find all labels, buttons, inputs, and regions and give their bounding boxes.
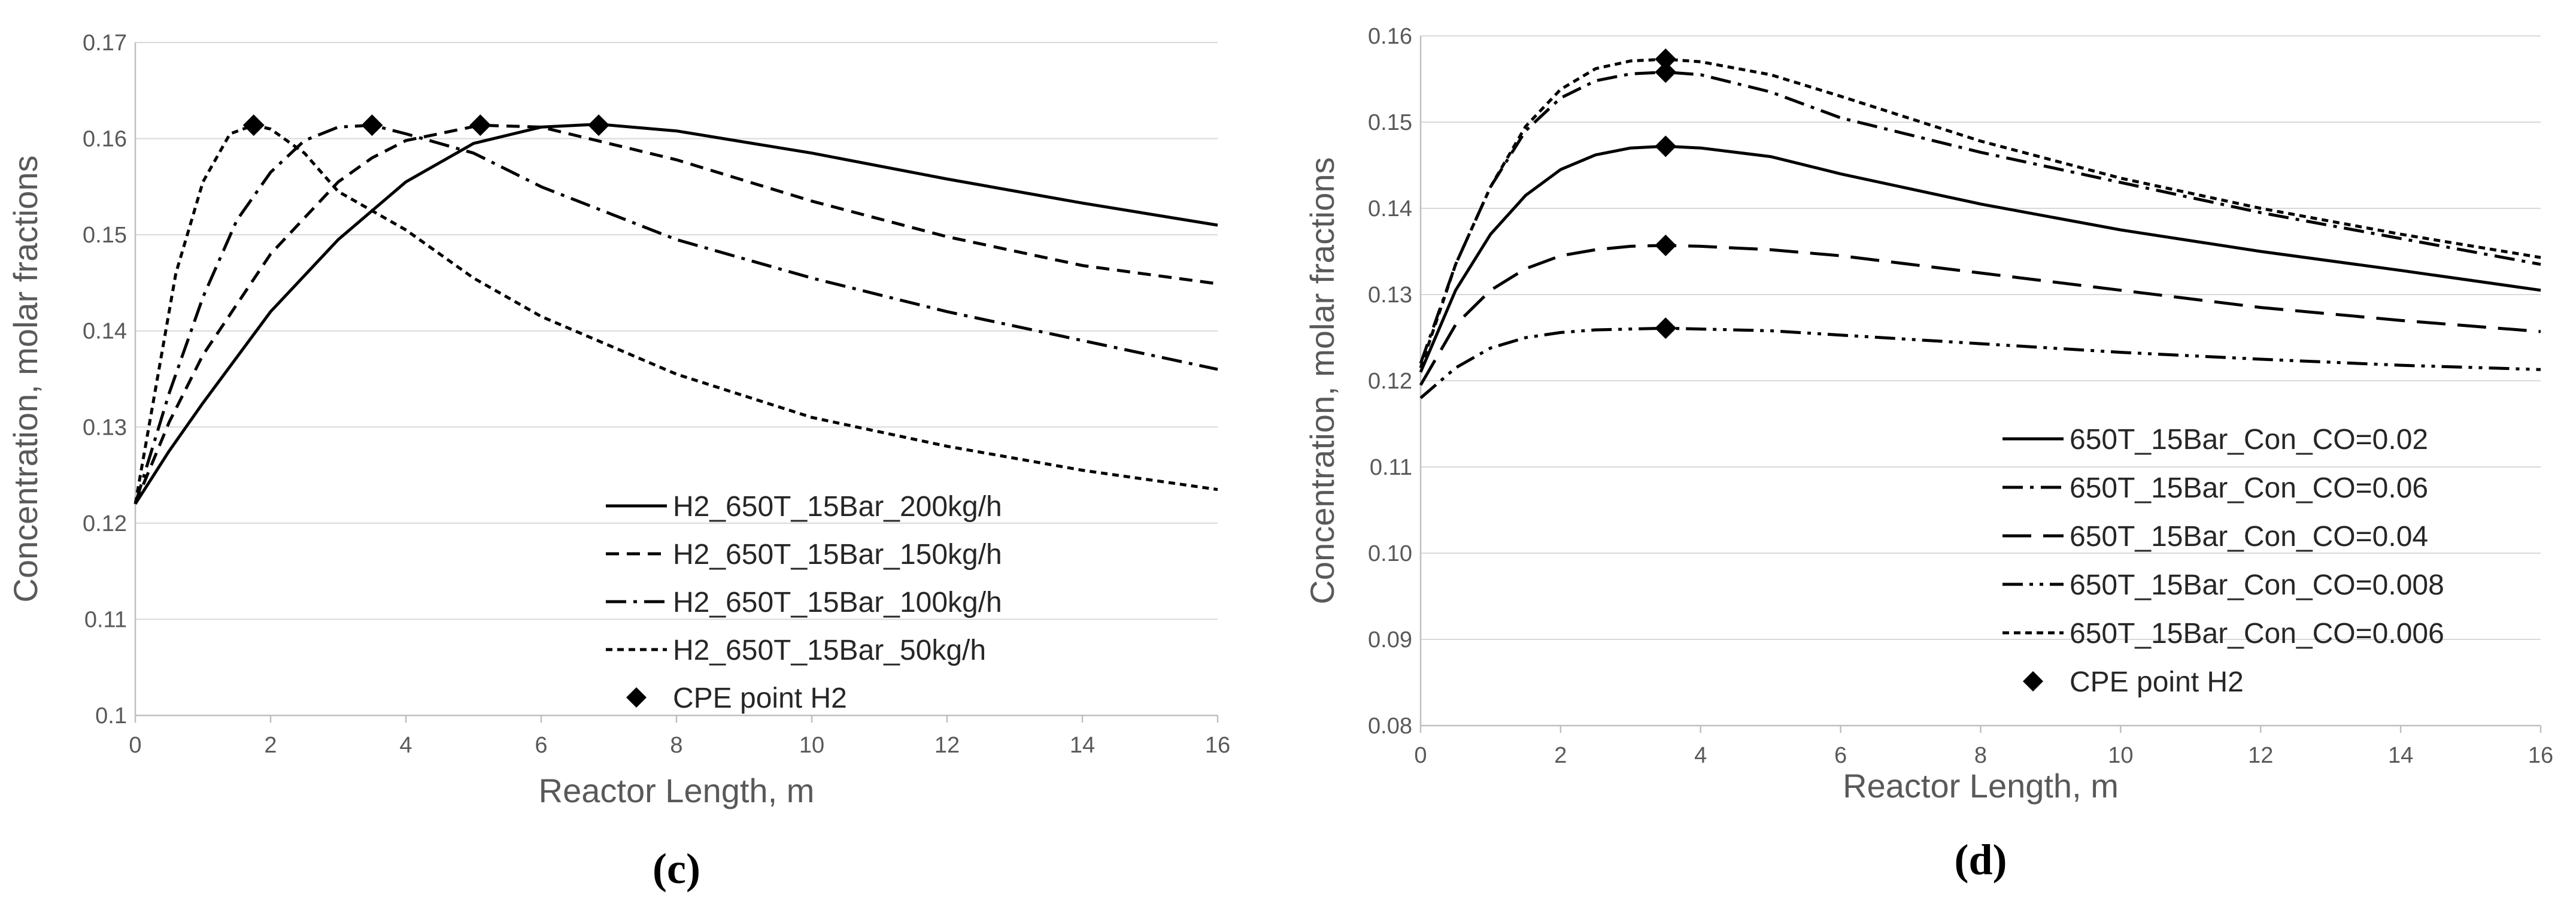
x-tick-label: 4 xyxy=(399,733,412,758)
panel-label: (c) xyxy=(653,845,700,893)
y-tick-label: 0.1 xyxy=(95,703,127,729)
y-axis-title: Concentration, molar fractions xyxy=(7,155,44,602)
cpe-point-marker xyxy=(1655,317,1677,339)
cpe-point-marker xyxy=(242,114,265,136)
x-tick-label: 8 xyxy=(670,733,682,758)
legend-label: 650T_15Bar_Con_CO=0.008 xyxy=(2070,569,2444,601)
x-tick-label: 2 xyxy=(1554,743,1567,768)
cpe-point-marker xyxy=(469,114,491,136)
x-tick-label: 4 xyxy=(1694,743,1707,768)
x-tick-label: 16 xyxy=(1205,733,1230,758)
x-tick-label: 14 xyxy=(2388,743,2413,768)
cpe-point-marker xyxy=(1655,48,1677,70)
series-line xyxy=(1419,244,2541,386)
y-tick-label: 0.13 xyxy=(83,415,127,440)
x-axis-title: Reactor Length, m xyxy=(1843,767,2119,805)
x-tick-label: 8 xyxy=(1974,743,1987,768)
chart-d: 0.08 0.09 0.10 0.11 0.12 0.13 0.14 0.15 0.16 0 2 4 6… xyxy=(1303,24,2553,884)
cpe-point-marker xyxy=(1655,234,1677,256)
legend-label: 650T_15Bar_Con_CO=0.06 xyxy=(2070,472,2428,504)
y-tick-label: 0.13 xyxy=(1368,283,1412,308)
y-tick-label: 0.08 xyxy=(1368,714,1412,739)
legend: H2_650T_15Bar_200kg/h H2_650T_15Bar_150kg… xyxy=(606,491,1002,714)
legend-label: CPE point H2 xyxy=(2070,666,2244,698)
y-tick-label: 0.16 xyxy=(1368,24,1412,49)
y-tick-label: 0.12 xyxy=(83,511,127,536)
legend-label: H2_650T_15Bar_200kg/h xyxy=(673,491,1002,523)
cpe-point-marker xyxy=(1655,135,1677,157)
legend-label: H2_650T_15Bar_100kg/h xyxy=(673,587,1002,618)
y-tick-label: 0.14 xyxy=(1368,196,1412,222)
legend-marker-cpe xyxy=(2023,671,2043,691)
legend-label: 650T_15Bar_Con_CO=0.04 xyxy=(2070,521,2428,553)
y-tick-label: 0.11 xyxy=(84,607,127,632)
x-tick-label: 6 xyxy=(535,733,547,758)
series-line xyxy=(1419,326,2541,399)
cpe-point-marker xyxy=(361,114,383,136)
series-line xyxy=(1419,57,2541,369)
legend-label: H2_650T_15Bar_50kg/h xyxy=(673,635,986,666)
y-tick-label: 0.16 xyxy=(83,127,127,152)
x-tick-label: 12 xyxy=(934,733,960,758)
series-line xyxy=(1419,144,2541,373)
panel-label: (d) xyxy=(1955,836,2007,884)
x-tick-label: 10 xyxy=(799,733,824,758)
x-tick-label: 0 xyxy=(1414,743,1427,768)
x-axis-title: Reactor Length, m xyxy=(539,772,815,809)
legend: 650T_15Bar_Con_CO=0.02 650T_15Bar_Con_CO=… xyxy=(2002,424,2444,698)
y-tick-label: 0.11 xyxy=(1370,455,1412,480)
y-tick-label: 0.15 xyxy=(1368,110,1412,135)
series-line xyxy=(133,123,1218,505)
legend-label: CPE point H2 xyxy=(673,682,847,714)
y-tick-label: 0.09 xyxy=(1368,627,1412,653)
y-axis-title: Concentration, molar fractions xyxy=(1303,157,1341,604)
y-tick-label: 0.10 xyxy=(1368,541,1412,566)
x-tick-label: 12 xyxy=(2248,743,2273,768)
series-line xyxy=(1419,71,2541,365)
x-tick-label: 0 xyxy=(129,733,141,758)
x-tick-label: 2 xyxy=(264,733,277,758)
y-tick-label: 0.15 xyxy=(83,223,127,248)
series-line xyxy=(133,123,1218,505)
x-tick-label: 14 xyxy=(1070,733,1095,758)
x-tick-label: 6 xyxy=(1834,743,1847,768)
legend-label: 650T_15Bar_Con_CO=0.006 xyxy=(2070,618,2444,650)
legend-label: 650T_15Bar_Con_CO=0.02 xyxy=(2070,424,2428,456)
chart-c: 0.1 0.11 0.12 0.13 0.14 0.15 0.16 0.17 0 2 4 6 8 10 12… xyxy=(7,31,1230,893)
legend-label: H2_650T_15Bar_150kg/h xyxy=(673,539,1002,571)
cpe-point-marker xyxy=(1655,61,1677,83)
cpe-point-marker xyxy=(588,114,610,136)
series-line xyxy=(133,123,1218,505)
y-tick-label: 0.12 xyxy=(1368,369,1412,394)
x-tick-label: 10 xyxy=(2108,743,2133,768)
series-line xyxy=(133,123,1218,505)
y-tick-label: 0.14 xyxy=(83,319,127,344)
legend-marker-cpe xyxy=(626,687,647,708)
x-tick-label: 16 xyxy=(2528,743,2553,768)
y-tick-label: 0.17 xyxy=(83,31,127,56)
